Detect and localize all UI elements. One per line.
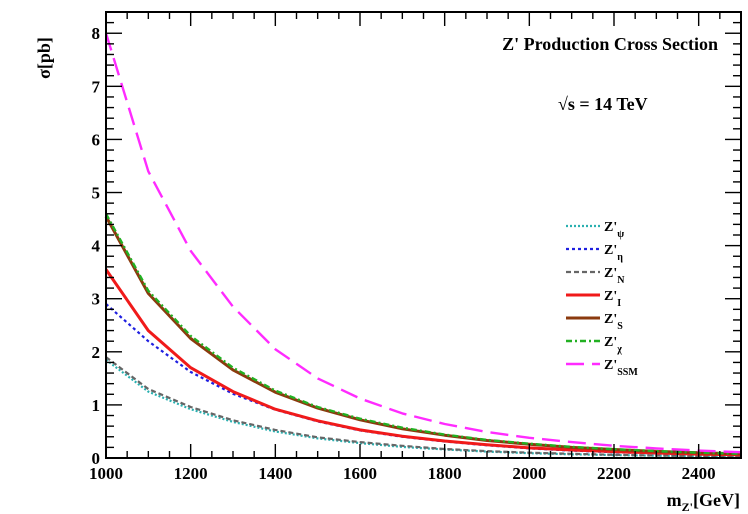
y-tick-label: 7 [92,77,101,96]
x-tick-label: 2000 [512,464,546,483]
x-tick-label: 2200 [597,464,631,483]
legend: Z'ψ Z'η Z'N Z'I Z'S Z'χ Z'SSM [566,220,638,378]
x-label-sub: Z' [682,500,693,514]
ticks-layer [105,11,742,459]
legend-label-5: Z'χ [604,335,622,355]
legend-label-1: Z'η [604,243,623,263]
chart-title: Z' Production Cross Section [502,34,718,54]
y-tick-label: 4 [92,237,101,256]
series-line-6 [104,32,742,454]
x-tick-label: 1800 [428,464,462,483]
y-tick-label: 2 [92,343,101,362]
x-tick-label: 2400 [682,464,716,483]
x-tick-label: 1200 [174,464,208,483]
y-tick-label: 8 [92,24,101,43]
legend-label-4: Z'S [604,312,623,332]
legend-label-0: Z'ψ [604,220,624,240]
y-tick-label: 1 [92,396,101,415]
legend-label-2: Z'N [604,266,625,286]
y-tick-label: 5 [92,184,101,203]
x-tick-label: 1400 [258,464,292,483]
legend-label-3: Z'I [604,289,621,309]
y-tick-label: 6 [92,130,101,149]
x-axis-label: mZ'[GeV] [667,490,740,514]
x-label-unit: [GeV] [693,490,740,510]
legend-label-6: Z'SSM [604,358,638,378]
series-line-0 [105,358,742,458]
energy-annotation: √s = 14 TeV [558,94,648,114]
y-tick-label: 0 [92,449,101,468]
labels-layer: 1000 1200 1400 1600 1800 2000 2200 2400 0 1 2 3 4 5 6 7… [89,24,716,483]
series-line-5 [104,213,742,455]
x-tick-label: 1600 [343,464,377,483]
y-axis-label: σ[pb] [34,37,54,79]
x-label-main: m [667,490,682,510]
x-tick-label: 1000 [89,464,123,483]
y-tick-label: 3 [92,290,101,309]
